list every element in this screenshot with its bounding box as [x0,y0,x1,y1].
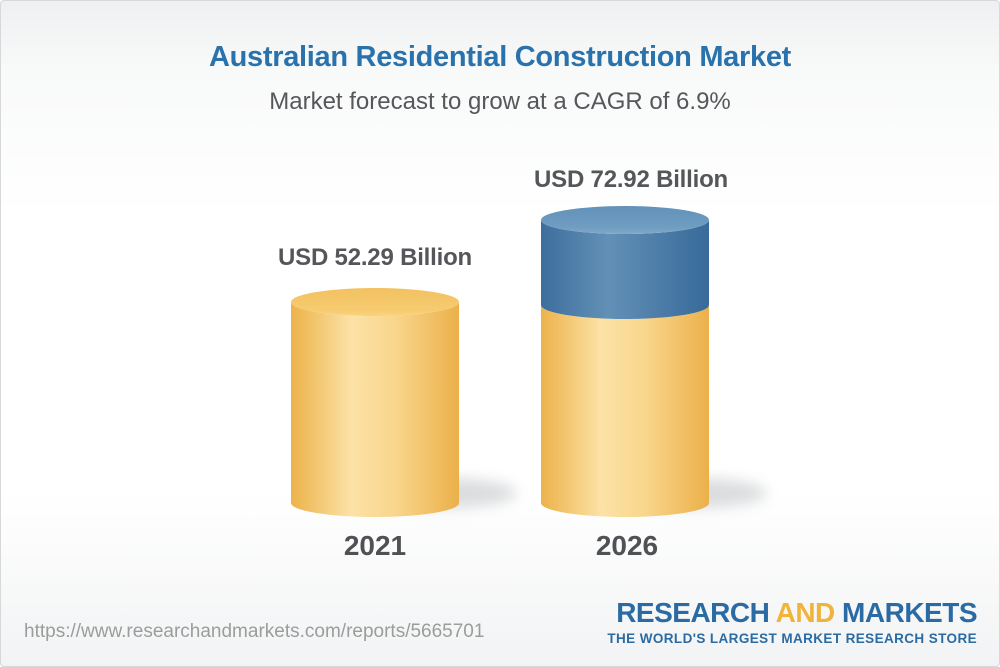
value-label-2026: USD 72.92 Billion [534,166,728,193]
cylinder-2026-base-segment [541,305,709,517]
logo-wordmark: RESEARCH AND MARKETS [607,597,977,629]
cylinder-2026 [541,206,709,517]
year-label-2021: 2021 [343,530,407,561]
logo-word-and: AND [775,597,836,628]
logo-tagline: THE WORLD'S LARGEST MARKET RESEARCH STOR… [607,631,977,646]
page-title: Australian Residential Construction Mark… [208,41,791,73]
page-subtitle: Market forecast to grow at a CAGR of 6.9… [269,88,731,115]
value-label-2021: USD 52.29 Billion [278,244,472,271]
cylinder-2021 [291,288,459,517]
logo-word-markets: MARKETS [842,597,977,628]
research-and-markets-logo: RESEARCH AND MARKETS THE WORLD'S LARGEST… [607,597,977,646]
report-url: https://www.researchandmarkets.com/repor… [24,621,485,642]
year-label-2026: 2026 [595,530,659,561]
cylinder-2026-growth-segment [541,220,709,319]
logo-word-research: RESEARCH [616,597,770,628]
